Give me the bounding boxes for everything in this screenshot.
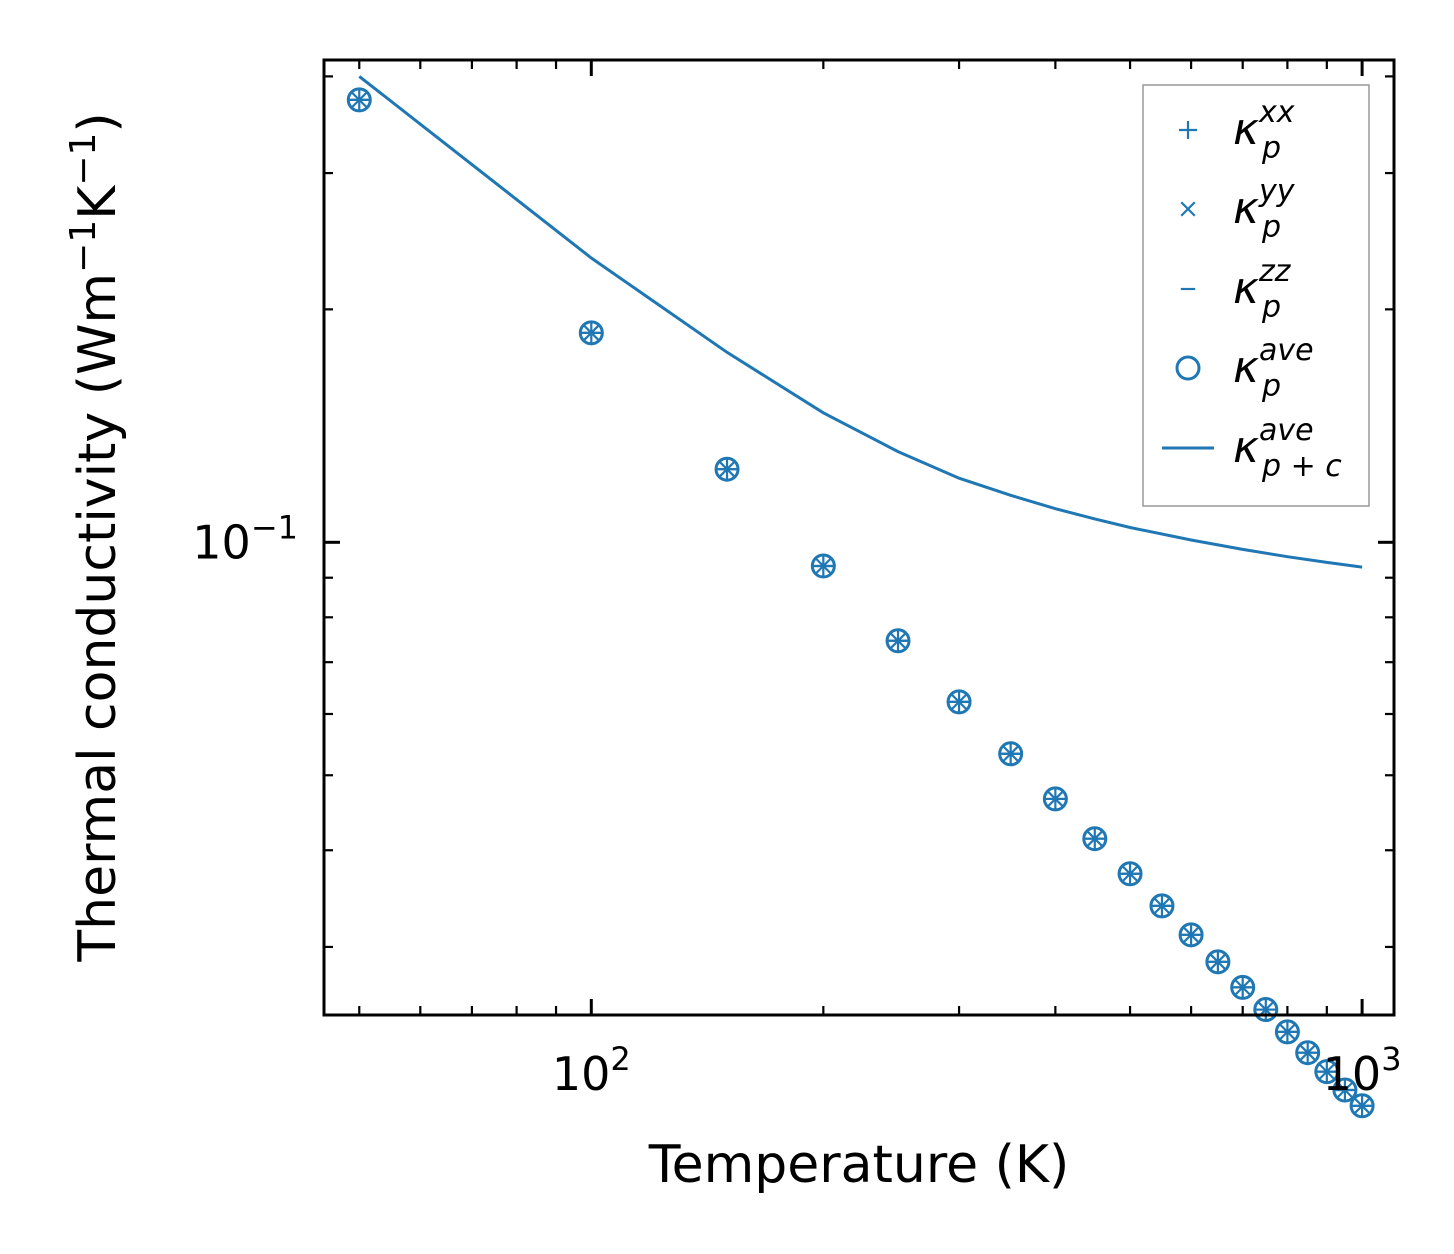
legend-label: κzz p (1233, 254, 1292, 325)
legend-box (1142, 84, 1370, 507)
x-tick-label: 102 (552, 1040, 631, 1101)
data-point-kappa_p_ave (885, 628, 911, 654)
y-axis-label: Thermal conductivity (Wm−1K−1) (63, 112, 128, 962)
data-point-kappa_p_ave (714, 456, 740, 482)
data-point-kappa_p_ave (1042, 786, 1068, 812)
data-point-kappa_p_ave (1349, 1093, 1375, 1119)
plot-frame (322, 58, 1396, 1017)
data-point-kappa_p_ave (1178, 922, 1204, 948)
legend-marker-circle (1175, 355, 1201, 381)
data-point-kappa_p_ave (998, 741, 1024, 767)
y-tick-label: 10−1 (192, 508, 298, 569)
data-point-kappa_p_ave (1253, 997, 1279, 1023)
legend-label: κxx p (1233, 95, 1295, 166)
y-tick-labels: 10−1 (192, 508, 298, 569)
legend-item: κave p (1175, 333, 1314, 404)
legend-item: κave p + c (1162, 413, 1342, 484)
data-point-kappa_p_ave (810, 553, 836, 579)
data-point-kappa_p_ave (346, 87, 372, 113)
legend-label: κave p (1233, 333, 1314, 404)
data-point-kappa_p_ave (1230, 974, 1256, 1000)
series-line-kappa-pc-ave (358, 75, 1363, 569)
legend-item: κyy p (1180, 174, 1296, 245)
data-point-kappa_p_ave (1149, 893, 1175, 919)
data-point-kappa_p_ave (1274, 1019, 1300, 1045)
data-point-kappa_p_ave (1205, 949, 1231, 975)
data-point-kappa_p_ave (1082, 826, 1108, 852)
data-point-kappa_p_ave (1314, 1059, 1340, 1085)
legend-label: κave p + c (1233, 413, 1342, 484)
legend-marker-x (1180, 201, 1196, 217)
legend-item: κxx p (1179, 95, 1295, 166)
legend: κxx p κyy p κzz p κave p κave p + c (1142, 84, 1370, 507)
data-point-kappa_p_ave (578, 320, 604, 346)
x-axis-label: Temperature (K) (648, 1135, 1070, 1195)
x-tick-label: 103 (1323, 1040, 1402, 1101)
legend-label: κyy p (1233, 174, 1296, 245)
chart-line-layer (358, 75, 1363, 569)
data-point-kappa_p_ave (1332, 1077, 1358, 1103)
legend-marker-plus (1179, 121, 1197, 139)
data-point-kappa_p_ave (1295, 1040, 1321, 1066)
data-point-kappa_p_ave (946, 689, 972, 715)
data-point-kappa_p_ave (1117, 861, 1143, 887)
legend-item: κzz p (1180, 254, 1292, 325)
legend-marker-x-b (1180, 201, 1196, 217)
chart-marker-layer (346, 87, 1375, 1119)
x-tick-labels: 102 103 (552, 1040, 1402, 1101)
